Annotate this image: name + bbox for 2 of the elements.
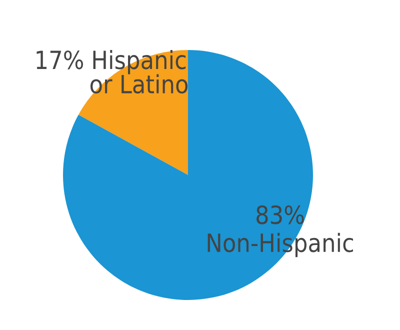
data-label: 83%	[256, 205, 304, 224]
data-label: 17%	[36, 50, 84, 70]
